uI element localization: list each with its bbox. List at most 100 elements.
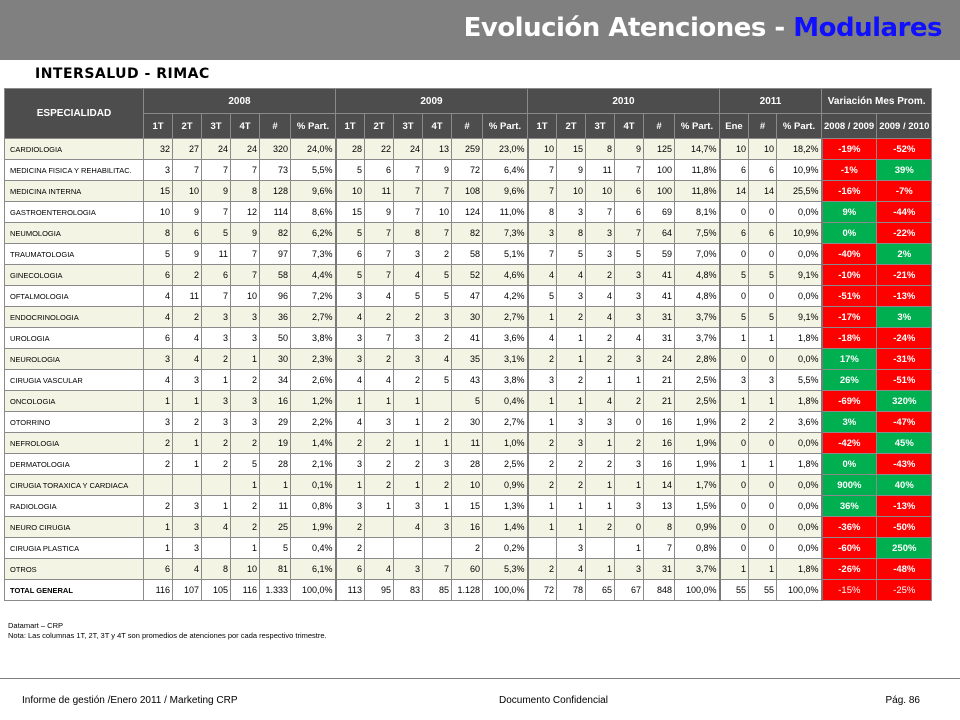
cell-y2010-1: 2 xyxy=(556,453,586,475)
cell-y2009-1: 7 xyxy=(364,222,394,244)
cell-y2008-5: 2,2% xyxy=(290,411,337,433)
cell-y2010-0: 1 xyxy=(527,411,557,433)
cell-y2009-1: 2 xyxy=(364,432,394,454)
cell-y2009-4: 15 xyxy=(451,495,483,517)
cell-y2011-2: 0,0% xyxy=(776,201,823,223)
variation-cell-0: -60% xyxy=(820,537,878,559)
cell-y2009-4: 11 xyxy=(451,432,483,454)
cell-y2010-5: 3,7% xyxy=(674,306,721,328)
variation-cell-1: -24% xyxy=(876,327,933,349)
cell-y2010-2: 2 xyxy=(585,516,615,538)
cell-y2010-3: 6 xyxy=(614,201,644,223)
specialty-name: NEFROLOGIA xyxy=(4,432,144,454)
cell-y2009-0: 113 xyxy=(335,579,365,601)
cell-y2009-2: 7 xyxy=(393,201,423,223)
attention-table: ESPECIALIDAD 2008 2009 2010 2011 Variaci… xyxy=(4,88,933,601)
variation-cell-0: -19% xyxy=(820,138,878,160)
cell-y2008-5: 24,0% xyxy=(290,138,337,160)
cell-y2011-2: 9,1% xyxy=(776,306,823,328)
cell-y2010-1: 9 xyxy=(556,159,586,181)
cell-y2009-0: 3 xyxy=(335,327,365,349)
cell-y2009-0: 1 xyxy=(335,474,365,496)
variation-cell-0: -42% xyxy=(820,432,878,454)
cell-y2010-0: 3 xyxy=(527,369,557,391)
cell-y2008-5: 9,6% xyxy=(290,180,337,202)
cell-y2008-1: 1 xyxy=(172,432,202,454)
variation-cell-0: -18% xyxy=(820,327,878,349)
cell-y2010-1: 78 xyxy=(556,579,586,601)
cell-y2010-5: 11,8% xyxy=(674,180,721,202)
cell-y2008-5: 0,4% xyxy=(290,537,337,559)
cell-y2010-4: 59 xyxy=(643,243,675,265)
cell-y2008-5: 7,3% xyxy=(290,243,337,265)
cell-y2010-0: 4 xyxy=(527,327,557,349)
cell-y2009-5: 6,4% xyxy=(482,159,529,181)
page-title-main: Evolución Atenciones - xyxy=(463,13,794,43)
cell-y2009-2: 24 xyxy=(393,138,423,160)
cell-y2008-2: 4 xyxy=(201,516,231,538)
cell-y2008-1: 10 xyxy=(172,180,202,202)
cell-y2010-5: 0,9% xyxy=(674,516,721,538)
cell-y2010-1: 2 xyxy=(556,369,586,391)
cell-y2008-5: 1,4% xyxy=(290,432,337,454)
cell-y2010-4: 21 xyxy=(643,390,675,412)
cell-y2009-3: 3 xyxy=(422,306,452,328)
variation-cell-1: -31% xyxy=(876,348,933,370)
variation-cell-1: -47% xyxy=(876,411,933,433)
cell-y2009-3: 5 xyxy=(422,264,452,286)
cell-y2009-4: 2 xyxy=(451,537,483,559)
cell-y2009-3: 7 xyxy=(422,222,452,244)
cell-y2011-1: 0 xyxy=(748,243,777,265)
cell-y2008-2 xyxy=(201,474,231,496)
cell-y2011-2: 100,0% xyxy=(776,579,823,601)
cell-y2009-2: 3 xyxy=(393,558,423,580)
cell-y2010-5: 3,7% xyxy=(674,327,721,349)
cell-y2009-5: 5,1% xyxy=(482,243,529,265)
cell-y2010-2: 3 xyxy=(585,243,615,265)
cell-y2009-5: 1,3% xyxy=(482,495,529,517)
cell-y2008-5: 5,5% xyxy=(290,159,337,181)
cell-y2010-3: 2 xyxy=(614,432,644,454)
cell-y2009-3: 1 xyxy=(422,495,452,517)
cell-y2009-4: 41 xyxy=(451,327,483,349)
variation-cell-0: -10% xyxy=(820,264,878,286)
cell-y2008-5: 6,1% xyxy=(290,558,337,580)
cell-y2010-0 xyxy=(527,537,557,559)
table-row: OTROS 6 4 8 10 81 6,1% 6 4 3 7 60 5,3% 2 4 1 3 31 3,7% 1 1 1,… xyxy=(4,558,933,580)
cell-y2010-4: 41 xyxy=(643,285,675,307)
cell-y2010-3: 67 xyxy=(614,579,644,601)
cell-y2011-1: 1 xyxy=(748,390,777,412)
cell-y2009-3: 10 xyxy=(422,201,452,223)
header-year-2009: 2009 xyxy=(335,88,528,114)
cell-y2010-1: 10 xyxy=(556,180,586,202)
cell-y2009-1: 2 xyxy=(364,453,394,475)
cell-y2011-0: 6 xyxy=(719,222,749,244)
cell-y2008-3: 12 xyxy=(230,201,260,223)
cell-y2008-0 xyxy=(143,474,173,496)
cell-y2010-1: 3 xyxy=(556,285,586,307)
cell-y2010-0: 10 xyxy=(527,138,557,160)
cell-y2009-3: 2 xyxy=(422,327,452,349)
cell-y2008-4: 81 xyxy=(259,558,291,580)
cell-y2009-1: 2 xyxy=(364,306,394,328)
cell-y2010-1: 3 xyxy=(556,537,586,559)
cell-y2008-2: 2 xyxy=(201,432,231,454)
cell-y2009-0: 28 xyxy=(335,138,365,160)
cell-y2010-1: 3 xyxy=(556,432,586,454)
cell-y2008-3: 7 xyxy=(230,243,260,265)
cell-y2008-0: 2 xyxy=(143,432,173,454)
cell-y2010-5: 2,5% xyxy=(674,390,721,412)
cell-y2011-2: 1,8% xyxy=(776,327,823,349)
subheader-2008-4: # xyxy=(259,113,291,139)
cell-y2010-4: 31 xyxy=(643,558,675,580)
cell-y2011-0: 0 xyxy=(719,243,749,265)
cell-y2009-2: 3 xyxy=(393,243,423,265)
subheader-2010-2: 3T xyxy=(585,113,615,139)
cell-y2011-2: 1,8% xyxy=(776,390,823,412)
cell-y2011-0: 0 xyxy=(719,201,749,223)
cell-y2008-2: 7 xyxy=(201,201,231,223)
cell-y2009-1: 4 xyxy=(364,285,394,307)
cell-y2010-4: 31 xyxy=(643,306,675,328)
cell-y2008-2: 2 xyxy=(201,453,231,475)
cell-y2009-0: 6 xyxy=(335,558,365,580)
